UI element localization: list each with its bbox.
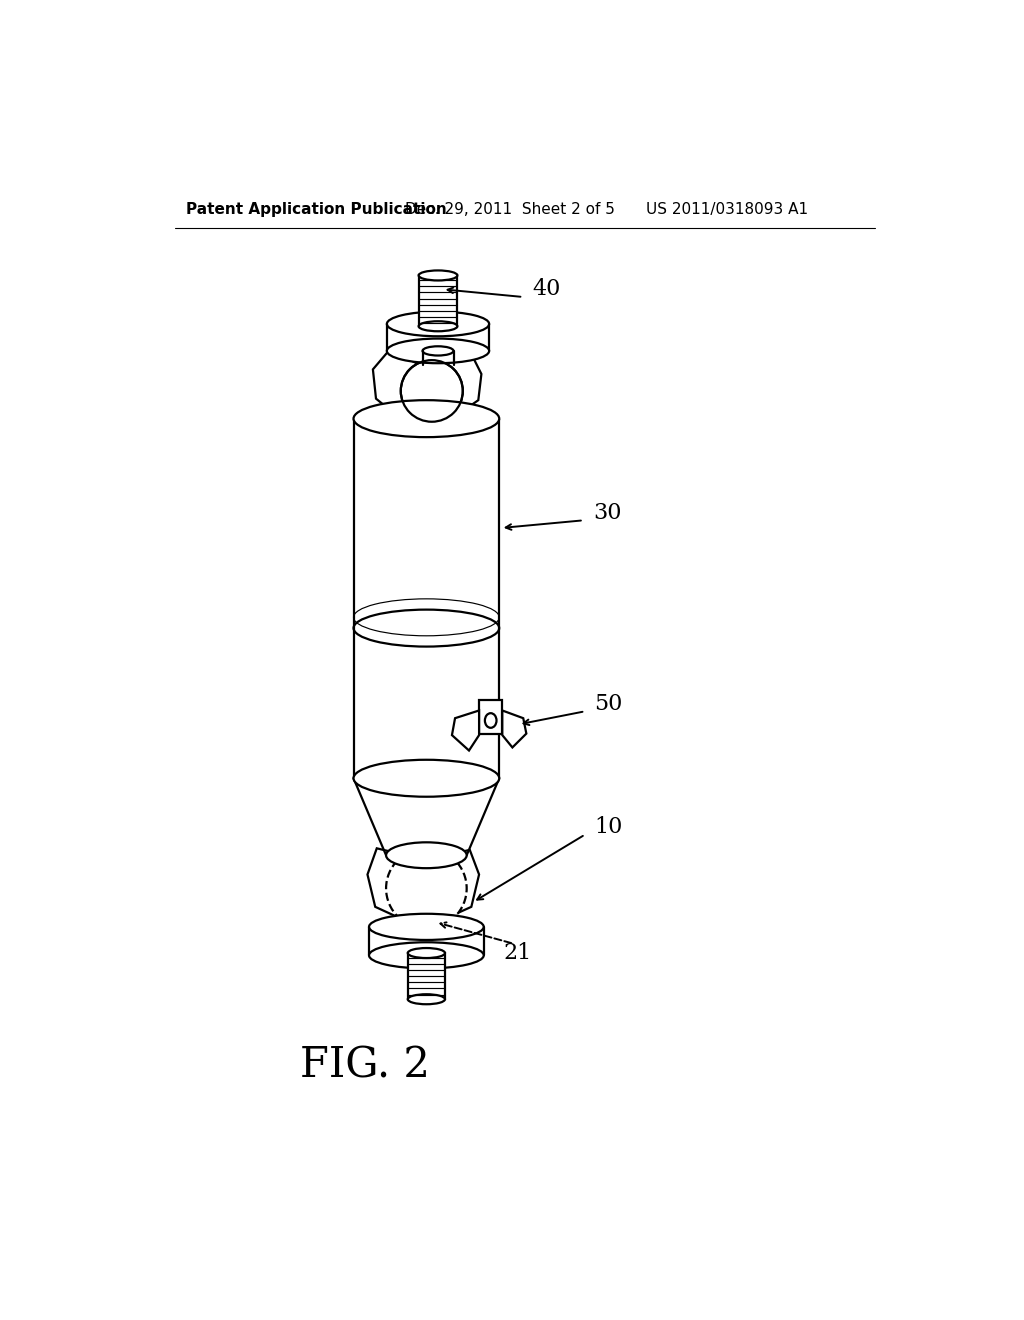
Text: Patent Application Publication: Patent Application Publication bbox=[186, 202, 446, 218]
Text: 40: 40 bbox=[532, 279, 561, 301]
Ellipse shape bbox=[423, 346, 454, 355]
Text: 50: 50 bbox=[595, 693, 623, 714]
Bar bbox=[479, 700, 503, 734]
Ellipse shape bbox=[369, 942, 483, 969]
Ellipse shape bbox=[353, 760, 500, 797]
Text: FIG. 2: FIG. 2 bbox=[300, 1044, 430, 1086]
Text: 21: 21 bbox=[503, 942, 531, 964]
Polygon shape bbox=[503, 710, 526, 747]
Polygon shape bbox=[373, 350, 420, 412]
Text: 30: 30 bbox=[593, 502, 622, 524]
Ellipse shape bbox=[353, 400, 500, 437]
Text: US 2011/0318093 A1: US 2011/0318093 A1 bbox=[646, 202, 808, 218]
Polygon shape bbox=[444, 352, 481, 411]
Circle shape bbox=[400, 360, 463, 422]
Text: Dec. 29, 2011  Sheet 2 of 5: Dec. 29, 2011 Sheet 2 of 5 bbox=[406, 202, 615, 218]
Ellipse shape bbox=[485, 713, 497, 727]
Ellipse shape bbox=[387, 312, 489, 337]
Ellipse shape bbox=[387, 338, 489, 363]
Bar bbox=[419, 276, 458, 326]
Ellipse shape bbox=[419, 271, 458, 280]
Circle shape bbox=[386, 849, 467, 928]
Ellipse shape bbox=[369, 913, 483, 940]
Bar bbox=[408, 953, 445, 999]
Ellipse shape bbox=[419, 321, 458, 331]
Polygon shape bbox=[368, 849, 416, 916]
Ellipse shape bbox=[408, 948, 445, 958]
Polygon shape bbox=[437, 850, 479, 915]
Ellipse shape bbox=[408, 994, 445, 1005]
Text: 10: 10 bbox=[595, 816, 623, 838]
Ellipse shape bbox=[386, 842, 467, 869]
Polygon shape bbox=[452, 710, 479, 751]
